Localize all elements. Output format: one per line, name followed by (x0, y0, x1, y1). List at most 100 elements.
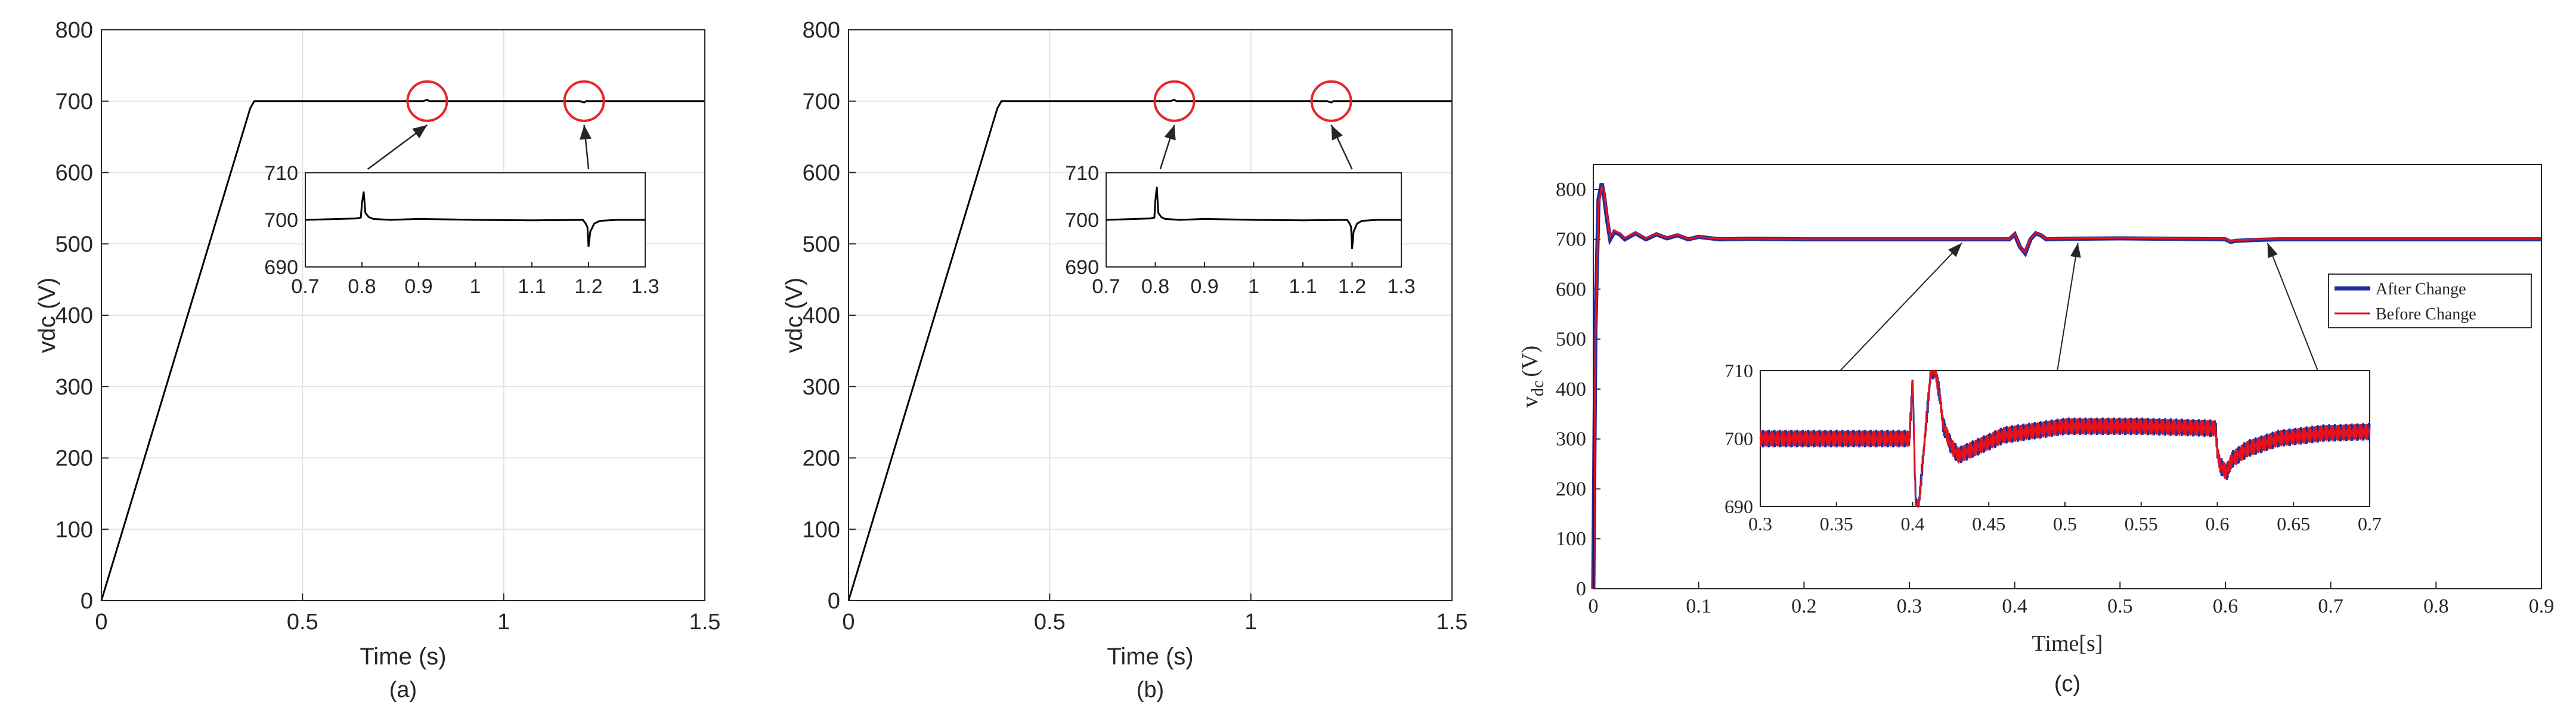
x-tick-label-c: 0.2 (1791, 595, 1817, 617)
x-tick-label-b: 1 (1244, 610, 1257, 635)
highlight-circle-b (1310, 80, 1352, 122)
inset-y-tick-label-a: 710 (264, 162, 298, 185)
callout-arrowhead-c (2070, 243, 2081, 258)
x-tick-label-c: 0.9 (2529, 595, 2555, 617)
y-label-main-c: v (1518, 396, 1543, 408)
inset-b: 0.7 0.8 0.9 1 1.1 1.2 1.3 690 700 710 (1065, 162, 1415, 298)
inset-y-tick-label-b: 690 (1065, 256, 1099, 279)
inset-x-tick-label-a: 1.2 (574, 275, 602, 298)
y-tick-label-b: 400 (803, 303, 840, 328)
highlight-circles-a (406, 80, 605, 122)
callout-arrowhead-c (1948, 243, 1962, 257)
callout-arrowhead-b (1331, 125, 1343, 141)
y-axis-label-c: vdc (V) (1518, 346, 1547, 408)
series-line-vdc-b (847, 98, 1452, 601)
panel-label-c: (c) (2054, 672, 2080, 697)
inset-x-tick-label-c: 0.6 (2206, 513, 2230, 535)
inset-x-tick-label-c: 0.45 (1972, 513, 2005, 535)
x-tick-label-c: 0.3 (1897, 595, 1922, 617)
inset-y-tick-label-a: 700 (264, 209, 298, 232)
callout-arrowhead-b (1164, 125, 1176, 141)
x-tick-label-c: 0 (1589, 595, 1599, 617)
y-tick-label-c: 100 (1556, 528, 1586, 550)
legend-box (2328, 274, 2532, 328)
inset-series-line-a (305, 191, 645, 247)
inset-x-tick-label-b: 1.2 (1338, 275, 1366, 298)
plot-frame-c (1593, 164, 2542, 589)
inset-x-tick-label-b: 1 (1248, 275, 1259, 298)
inset-x-tick-label-a: 0.8 (348, 275, 376, 298)
y-tick-label-b: 200 (803, 446, 840, 471)
inset-x-tick-label-c: 0.35 (1820, 513, 1853, 535)
inset-a: 0.7 0.8 0.9 1 1.1 1.2 1.3 690 700 710 (264, 162, 659, 298)
inset-x-tick-label-a: 1.1 (518, 275, 546, 298)
x-tick-label-b: 0.5 (1034, 610, 1066, 635)
x-tick-label-b: 0 (842, 610, 854, 635)
y-tick-label-b: 600 (803, 161, 840, 186)
highlight-circles-b (1153, 80, 1352, 122)
inset-x-tick-label-b: 0.8 (1141, 275, 1169, 298)
plot-frame-a (101, 29, 705, 601)
x-tick-label-c: 0.5 (2107, 595, 2133, 617)
callout-arrows-a (367, 124, 592, 170)
panel-label-b: (b) (1137, 678, 1164, 703)
series-layer-c (1591, 183, 2541, 589)
x-tick-label-a: 0.5 (287, 610, 318, 635)
x-tick-label-c: 0.8 (2423, 595, 2449, 617)
highlight-circle-a (563, 80, 605, 122)
x-tick-label-c: 0.6 (2213, 595, 2238, 617)
inset-x-tick-label-c: 0.7 (2358, 513, 2382, 535)
inset-y-tick-label-c: 710 (1724, 360, 1753, 381)
inset-x-tick-label-c: 0.55 (2125, 513, 2158, 535)
svg-text:vdc(V): vdc (V) (1518, 346, 1547, 408)
inset-y-tick-label-c: 700 (1724, 428, 1753, 449)
plot-frame-b (848, 29, 1453, 601)
inset-x-tick-label-a: 0.7 (291, 275, 319, 298)
y-tick-label-b: 700 (803, 89, 840, 114)
y-tick-label-c: 700 (1556, 229, 1586, 251)
y-tick-label-c: 0 (1576, 578, 1586, 600)
inset-x-tick-label-c: 0.4 (1901, 513, 1925, 535)
y-tick-label-a: 700 (55, 89, 93, 114)
x-tick-label-a: 1.5 (689, 610, 721, 635)
x-axis-label-c: Time[s] (2032, 631, 2103, 656)
callout-arrowhead-c (2267, 243, 2278, 259)
y-tick-label-a: 800 (55, 18, 93, 43)
inset-x-tick-label-b: 1.3 (1387, 275, 1415, 298)
chart-panel-b: 0 0.5 1 1.5 0 100 200 300 400 500 600 700 800 0.7 0.8… (781, 18, 1467, 703)
inset-x-tick-label-c: 0.65 (2277, 513, 2310, 535)
callout-arrowhead-a (580, 125, 592, 140)
inset-series-line-b (1106, 187, 1401, 250)
x-tick-label-a: 1 (497, 610, 510, 635)
x-axis-label-a: Time (s) (360, 644, 446, 670)
inset-y-tick-label-a: 690 (264, 256, 298, 279)
tick-labels-a: 0 0.5 1 1.5 0 100 200 300 400 500 600 700 800 (55, 18, 721, 635)
inset-c: 0.3 0.35 0.4 0.45 0.5 0.55 0.6 0.65 0.7 690 700 710 (1724, 360, 2382, 535)
inset-x-tick-label-a: 1 (470, 275, 481, 298)
legend-c: After Change Before Change (2328, 274, 2532, 328)
callout-arrowhead-a (412, 125, 428, 139)
inset-y-tick-label-b: 710 (1065, 162, 1099, 185)
y-tick-label-a: 200 (55, 446, 93, 471)
y-label-subscript-c: dc (1529, 381, 1547, 396)
inset-x-tick-label-a: 1.3 (631, 275, 659, 298)
y-tick-label-c: 400 (1556, 378, 1586, 400)
inset-y-tick-label-c: 690 (1724, 496, 1753, 517)
series-layer-b (847, 98, 1452, 601)
tick-labels-c: 0 0.1 0.2 0.3 0.4 0.5 0.6 0.7 0.8 0.9 0 100 200 300 40… (1556, 179, 2554, 617)
y-label-unit-c: (V) (1518, 346, 1543, 377)
panel-label-a: (a) (389, 678, 417, 703)
chart-panel-a: 0 0.5 1 1.5 0 100 200 300 400 500 600 700 800 0.7 0.8… (34, 18, 720, 703)
y-tick-label-a: 300 (55, 375, 93, 400)
legend-label-after: After Change (2376, 280, 2466, 299)
inset-x-tick-label-c: 0.5 (2053, 513, 2077, 535)
y-tick-label-a: 400 (55, 303, 93, 328)
inset-x-tick-label-a: 0.9 (404, 275, 432, 298)
x-tick-label-c: 0.7 (2318, 595, 2343, 617)
inset-x-tick-label-b: 0.9 (1190, 275, 1218, 298)
y-tick-label-c: 600 (1556, 278, 1586, 300)
inset-y-tick-label-b: 700 (1065, 209, 1099, 232)
y-tick-label-c: 500 (1556, 328, 1586, 350)
y-tick-label-b: 0 (828, 589, 840, 614)
